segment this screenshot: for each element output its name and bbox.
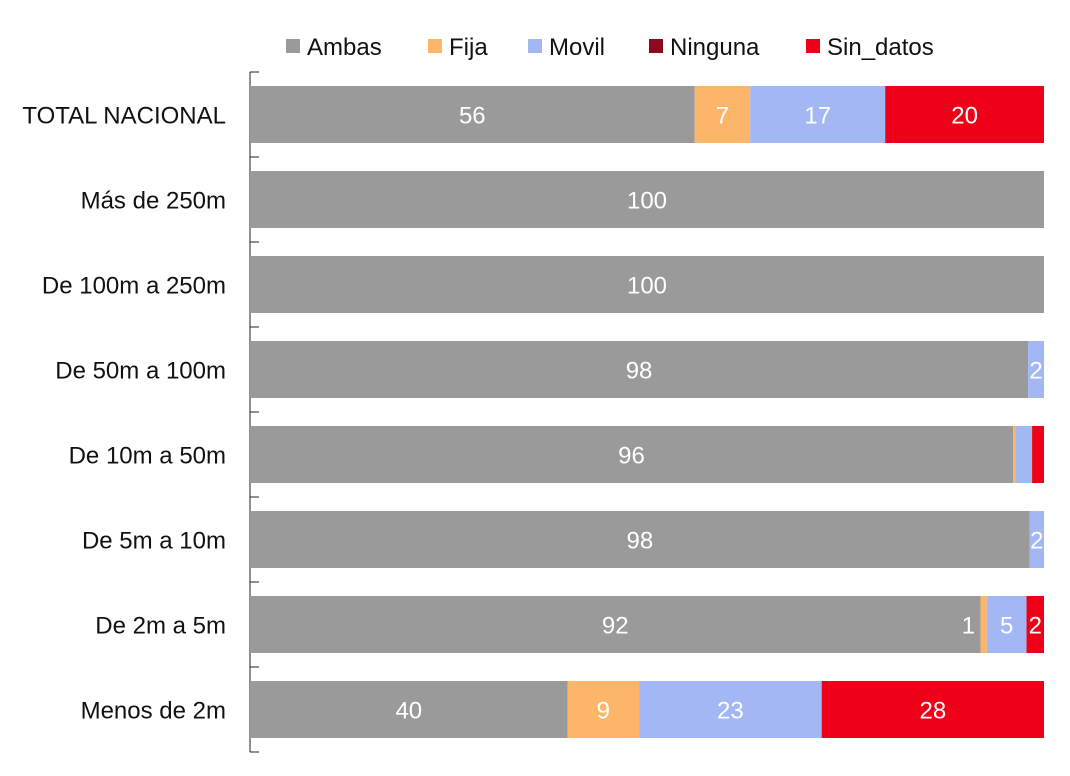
- data-label: 9: [597, 698, 610, 725]
- data-label: 56: [459, 103, 486, 130]
- bar-segment-movil: [1028, 341, 1044, 398]
- data-label: 1: [962, 613, 975, 640]
- category-label: Más de 250m: [81, 188, 226, 215]
- bar-segment-fija: [980, 596, 987, 653]
- bar-segment-ambas: [250, 596, 981, 653]
- bar-segment-ambas: [250, 681, 568, 738]
- bar-segment-sin_datos: [885, 86, 1044, 143]
- data-label: 98: [627, 528, 654, 555]
- data-label: 40: [395, 698, 422, 725]
- data-label: 2: [1029, 358, 1042, 385]
- legend: Ambas Fija Movil Ninguna Sin_datos: [286, 34, 934, 61]
- bar-segment-fija: [567, 681, 640, 738]
- data-label: 92: [602, 613, 629, 640]
- bar-segment-movil: [750, 86, 886, 143]
- bar-segment-ambas: [250, 256, 1044, 313]
- bar-segment-fija: [694, 86, 751, 143]
- data-label: 98: [626, 358, 653, 385]
- category-label: De 2m a 5m: [95, 613, 226, 640]
- category-label: De 5m a 10m: [82, 528, 226, 555]
- legend-label-sin_datos: Sin_datos: [827, 34, 934, 61]
- legend-swatch-ninguna: [649, 39, 663, 53]
- bar-segment-ambas: [250, 341, 1029, 398]
- bar-segment-movil: [986, 596, 1027, 653]
- bar-segment-ambas: [250, 511, 1030, 568]
- bar-segment-movil: [1029, 511, 1044, 568]
- category-label: De 100m a 250m: [42, 273, 226, 300]
- legend-label-ninguna: Ninguna: [670, 34, 760, 61]
- legend-label-ambas: Ambas: [307, 34, 382, 61]
- data-label: 20: [951, 103, 978, 130]
- bar-segment-movil: [639, 681, 822, 738]
- data-label: 28: [919, 698, 946, 725]
- data-label: 96: [618, 443, 645, 470]
- legend-label-fija: Fija: [449, 34, 488, 61]
- legend-swatch-ambas: [286, 39, 300, 53]
- bar-segment-ambas: [250, 171, 1044, 228]
- data-label: 23: [717, 698, 744, 725]
- data-label: 100: [627, 188, 667, 215]
- bar-segment-ambas: [250, 426, 1014, 483]
- data-label: 2: [1029, 613, 1042, 640]
- data-label: 17: [804, 103, 831, 130]
- bar-segment-sin_datos: [1032, 426, 1044, 483]
- bar-segment-sin_datos: [821, 681, 1044, 738]
- data-label: 100: [627, 273, 667, 300]
- bar-segment-ambas: [250, 86, 695, 143]
- bar-segment-sin_datos: [1026, 596, 1044, 653]
- bar-segment-fija: [1013, 426, 1016, 483]
- legend-swatch-movil: [528, 39, 542, 53]
- legend-swatch-sin_datos: [806, 39, 820, 53]
- category-label: Menos de 2m: [81, 698, 226, 725]
- bar-segment-movil: [1015, 426, 1033, 483]
- legend-label-movil: Movil: [549, 34, 605, 61]
- y-axis: TOTAL NACIONAL Más de 250m De 100m a 250m D…: [22, 71, 259, 753]
- category-label: De 50m a 100m: [55, 358, 226, 385]
- data-label: 7: [716, 103, 729, 130]
- legend-swatch-fija: [428, 39, 442, 53]
- category-label: De 10m a 50m: [69, 443, 226, 470]
- category-label: TOTAL NACIONAL: [22, 103, 226, 130]
- data-label: 5: [1000, 613, 1013, 640]
- data-label: 2: [1030, 528, 1043, 555]
